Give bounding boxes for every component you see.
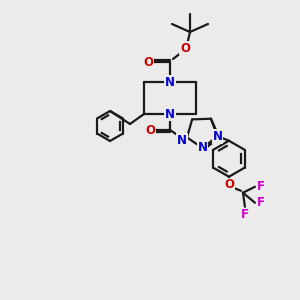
Text: F: F xyxy=(257,196,265,209)
Text: O: O xyxy=(224,178,234,191)
Text: O: O xyxy=(143,56,153,68)
Text: O: O xyxy=(180,41,190,55)
Text: N: N xyxy=(165,107,175,121)
Text: N: N xyxy=(165,76,175,88)
Text: N: N xyxy=(212,130,222,143)
Text: F: F xyxy=(241,208,249,221)
Text: F: F xyxy=(257,180,265,193)
Text: N: N xyxy=(198,142,208,154)
Text: N: N xyxy=(177,134,187,146)
Text: O: O xyxy=(145,124,155,136)
